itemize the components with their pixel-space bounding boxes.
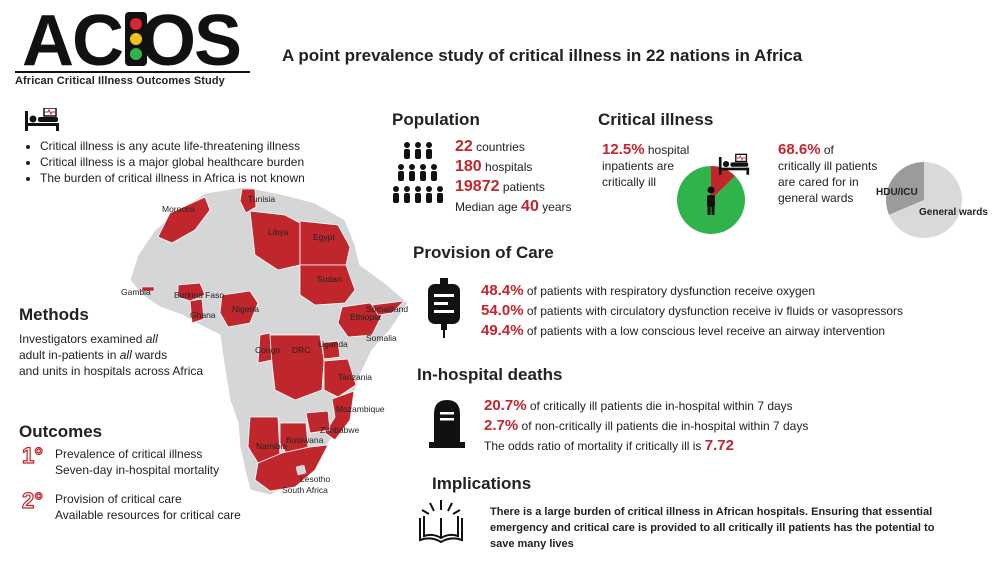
general-ward-share: 68.6% of critically ill patients are car…	[778, 141, 878, 206]
map-label: Morocco	[162, 204, 195, 214]
critical-illness-title: Critical illness	[598, 110, 714, 129]
primary-outcomes: Prevalence of critical illness Seven-day…	[55, 447, 220, 477]
intro-bullet: The burden of critical illness in Africa…	[40, 170, 305, 186]
provision-row: 49.4% of patients with a low conscious l…	[481, 322, 886, 339]
logo-subtitle: African Critical Illness Outcomes Study	[15, 75, 225, 87]
intro-bullet: Critical illness is a major global healt…	[40, 154, 305, 170]
methods-title: Methods	[19, 305, 89, 324]
map-lesotho	[295, 464, 307, 476]
odds-ratio-row: The odds ratio of mortality if criticall…	[484, 437, 734, 454]
hospital-bed-icon	[25, 108, 59, 131]
map-label: Congo	[255, 345, 280, 355]
map-label: Namibia	[256, 441, 287, 451]
hospital-bed-icon	[718, 153, 750, 175]
acios-logo: ACIOS	[22, 10, 242, 68]
map-gambia	[141, 286, 155, 292]
map-label: Lesotho	[300, 474, 331, 484]
outcomes-title: Outcomes	[19, 422, 103, 441]
map-ethiopia	[337, 302, 383, 338]
map-burkina	[177, 282, 206, 302]
prevalence-pie	[677, 166, 745, 234]
methods-text: Investigators examined all adult in-pati…	[19, 332, 204, 378]
population-title: Population	[392, 110, 480, 129]
population-stats: 22 countries 180 hospitals 19872 patient…	[455, 138, 572, 215]
deaths-row: 20.7% of critically ill patients die in-…	[484, 397, 793, 414]
pie-slice-hdu-icu	[886, 162, 924, 215]
implications-text: There is a large burden of critical illn…	[490, 506, 935, 550]
map-tunisia	[239, 188, 257, 214]
map-morocco	[157, 196, 211, 244]
deaths-stats: 20.7% of critically ill patients die in-…	[484, 396, 808, 456]
map-tanzania	[323, 358, 357, 398]
person-icon	[707, 186, 715, 215]
deaths-title: In-hospital deaths	[417, 365, 563, 384]
people-group-icon	[393, 142, 443, 203]
pie-slice-critically-ill	[711, 166, 736, 200]
map-label: Zimbabwe	[320, 425, 359, 435]
map-label: Tunisia	[248, 194, 275, 204]
intro-bullet: Critical illness is any acute life-threa…	[40, 138, 305, 154]
map-egypt	[299, 220, 351, 266]
provision-row: 48.4% of patients with respiratory dysfu…	[481, 282, 816, 299]
map-label: Libya	[268, 227, 289, 237]
page-title: A point prevalence study of critical ill…	[282, 46, 803, 65]
deaths-row: 2.7% of non-critically ill patients die …	[484, 417, 809, 434]
traffic-light-icon	[125, 12, 147, 66]
map-nigeria	[219, 290, 259, 328]
iv-bag-icon	[428, 278, 460, 338]
map-label: Tanzania	[338, 372, 372, 382]
pie-label-hdu: HDU/ICU	[876, 187, 918, 198]
secondary-outcomes: Provision of critical care Available res…	[55, 492, 241, 522]
map-drc	[269, 334, 325, 401]
map-south-africa	[254, 444, 329, 492]
map-zimbabwe	[305, 410, 331, 434]
tombstone-icon	[429, 400, 465, 448]
primary-outcome-badge: 1°	[21, 442, 44, 468]
map-label: DRC	[292, 345, 310, 355]
map-ghana	[189, 298, 205, 324]
map-label: Ethiopia	[350, 312, 381, 322]
provision-stats: 48.4% of patients with respiratory dysfu…	[481, 281, 903, 341]
secondary-outcome-badge: 2°	[21, 487, 44, 513]
map-label: Ghana	[190, 310, 216, 320]
ward-pie	[886, 162, 962, 238]
map-label: South Africa	[282, 485, 328, 495]
map-label: Burkina Faso	[174, 290, 224, 300]
provision-row: 54.0% of patients with circulatory dysfu…	[481, 302, 904, 319]
map-label: Uganda	[318, 339, 348, 349]
intro-bullets: Critical illness is any acute life-threa…	[24, 138, 305, 186]
africa-map: Morocco Tunisia Libya Egypt Sudan Gambia…	[121, 186, 409, 496]
map-label: Gambia	[121, 287, 151, 297]
provision-title: Provision of Care	[413, 243, 554, 262]
pie-label-general-wards: General wards	[919, 207, 988, 218]
map-sudan	[299, 264, 356, 306]
map-label: Sudan	[317, 274, 342, 284]
implications-title: Implications	[432, 474, 532, 493]
map-label: Egypt	[313, 232, 335, 242]
map-label: Botswana	[286, 435, 324, 445]
logo-underline	[15, 71, 250, 73]
map-label: Nigeria	[232, 304, 259, 314]
open-book-icon	[419, 500, 463, 544]
map-somaliland	[371, 300, 406, 316]
critical-illness-prevalence: 12.5% hospital inpatients are critically…	[602, 141, 690, 190]
pie-slice-general-wards	[889, 162, 962, 238]
map-label: Somaliland	[366, 304, 408, 314]
map-label: Mozambique	[336, 404, 385, 414]
map-label: Somalia	[366, 333, 397, 343]
map-mozambique	[324, 390, 355, 441]
